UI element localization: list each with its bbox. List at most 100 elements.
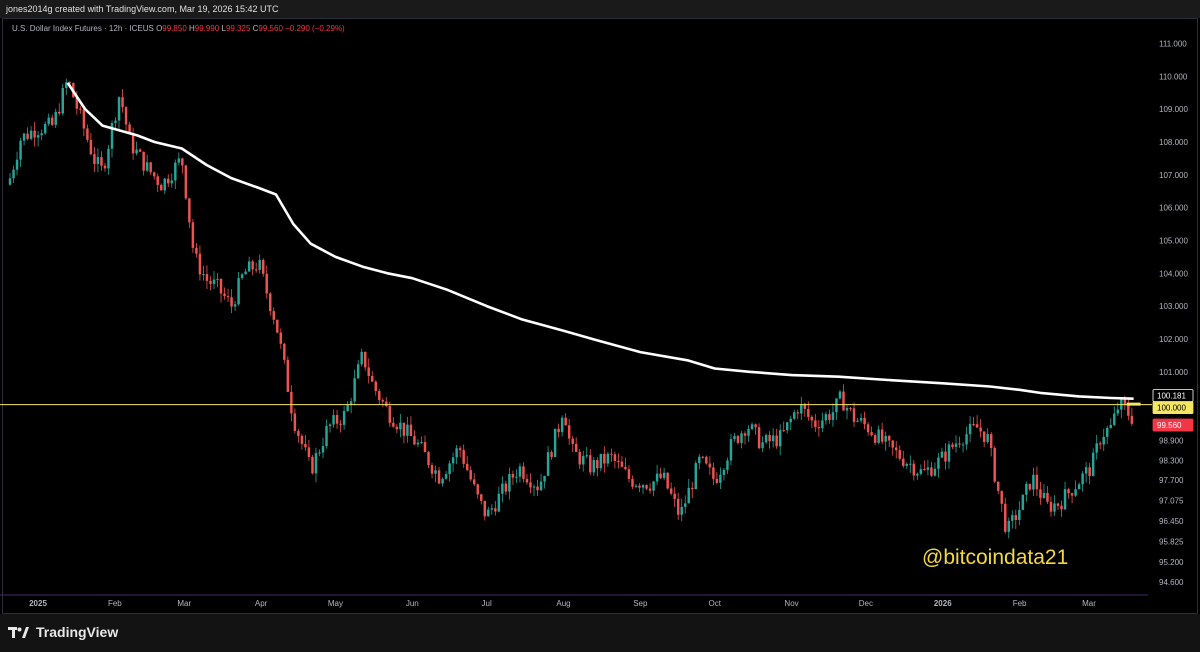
candle-body (163, 178, 166, 191)
x-tick-label: 2025 (29, 599, 47, 608)
candle-body (145, 162, 149, 171)
candle-body (177, 158, 181, 163)
y-tick-label: 95.825 (1159, 538, 1184, 547)
candle-body (128, 124, 131, 135)
candle-body (152, 172, 156, 177)
open-value: 99.850 (162, 24, 187, 33)
candle-body (251, 261, 254, 270)
candle-body (708, 463, 712, 468)
candle-body (694, 463, 698, 490)
candle-body (497, 493, 501, 512)
candle-body (261, 259, 265, 274)
close-value: 99.560 (258, 24, 283, 33)
candle-body (842, 391, 845, 411)
candle-body (676, 498, 680, 515)
candle-body (40, 133, 43, 136)
candle-body (219, 278, 223, 294)
candle-body (891, 440, 894, 448)
candle-body (441, 478, 444, 484)
candle-body (909, 463, 912, 465)
high-value: 99.990 (194, 24, 220, 33)
candle-body (634, 485, 638, 487)
candle-body (451, 457, 455, 464)
candle-body (1127, 405, 1130, 416)
candle-body (712, 467, 715, 479)
candle-body (1053, 503, 1056, 512)
candle-body (582, 456, 585, 465)
candle-body (353, 378, 356, 402)
candle-body (349, 401, 353, 405)
candle-body (930, 467, 933, 476)
y-tick-label: 97.700 (1159, 476, 1184, 485)
candle-body (912, 463, 916, 476)
candle-body (933, 468, 937, 476)
candle-body (142, 151, 145, 171)
x-tick-label: Feb (1013, 599, 1027, 608)
candle-body (553, 428, 557, 457)
x-tick-label: Oct (708, 599, 721, 608)
candle-body (434, 470, 437, 474)
candle-body (1011, 515, 1014, 521)
candle-body (589, 455, 592, 473)
candle-body (638, 485, 641, 488)
candle-body (82, 109, 86, 129)
price-badge (1152, 418, 1194, 432)
candle-body (684, 503, 687, 507)
price-chart[interactable]: 111.000 110.000 109.000 108.000 107.000 106.0… (0, 0, 1200, 614)
candle-body (293, 413, 297, 431)
y-tick-label: 98.900 (1159, 437, 1184, 446)
candle-body (669, 488, 673, 494)
candle-body (160, 184, 163, 191)
candle-body (975, 424, 979, 428)
candle-body (107, 148, 110, 169)
candle-body (870, 432, 873, 436)
candle-body (599, 453, 603, 469)
x-tick-label: Feb (108, 599, 122, 608)
candle-body (768, 434, 771, 442)
candle-body (12, 169, 15, 179)
candle-body (65, 82, 68, 89)
candle-body (1098, 443, 1102, 445)
candle-body (230, 297, 233, 307)
candle-body (1032, 474, 1035, 490)
candle-body (385, 401, 388, 407)
candle-body (110, 122, 114, 149)
low-value: 99.325 (225, 24, 251, 33)
tradingview-logo[interactable]: TradingView (8, 624, 118, 640)
y-tick-label: 106.000 (1159, 204, 1188, 213)
candle-body (367, 367, 370, 377)
candle-body (648, 488, 652, 491)
x-tick-label: 2026 (934, 599, 952, 608)
chart-frame[interactable] (2, 18, 1198, 614)
symbol-legend: U.S. Dollar Index Futures · 12h · ICEUS … (12, 24, 345, 33)
candle-body (564, 417, 567, 426)
candle-body (560, 417, 564, 433)
candle-body (652, 481, 655, 491)
candle-body (996, 481, 1000, 491)
x-tick-label: Nov (784, 599, 798, 608)
x-tick-label: Jul (482, 599, 492, 608)
candle-body (395, 426, 399, 430)
candle-body (631, 478, 634, 487)
candle-body (339, 423, 342, 425)
candle-body (698, 456, 701, 464)
candle-body (687, 487, 690, 504)
candle-body (307, 447, 311, 457)
candle-body (202, 274, 205, 276)
candle-body (430, 465, 434, 474)
candle-body (747, 429, 750, 436)
candle-body (771, 435, 775, 442)
y-tick-label: 109.000 (1159, 105, 1188, 114)
candle-body (346, 404, 349, 412)
candle-body (1106, 427, 1109, 437)
candle-body (982, 431, 986, 442)
candle-body (286, 359, 290, 392)
candle-body (226, 296, 230, 298)
candle-body (476, 484, 479, 495)
candle-body (518, 466, 522, 477)
y-tick-label: 94.600 (1159, 578, 1184, 587)
candle-body (789, 418, 792, 423)
candle-body (880, 429, 884, 442)
candle-body (965, 434, 968, 445)
candle-body (916, 473, 919, 476)
